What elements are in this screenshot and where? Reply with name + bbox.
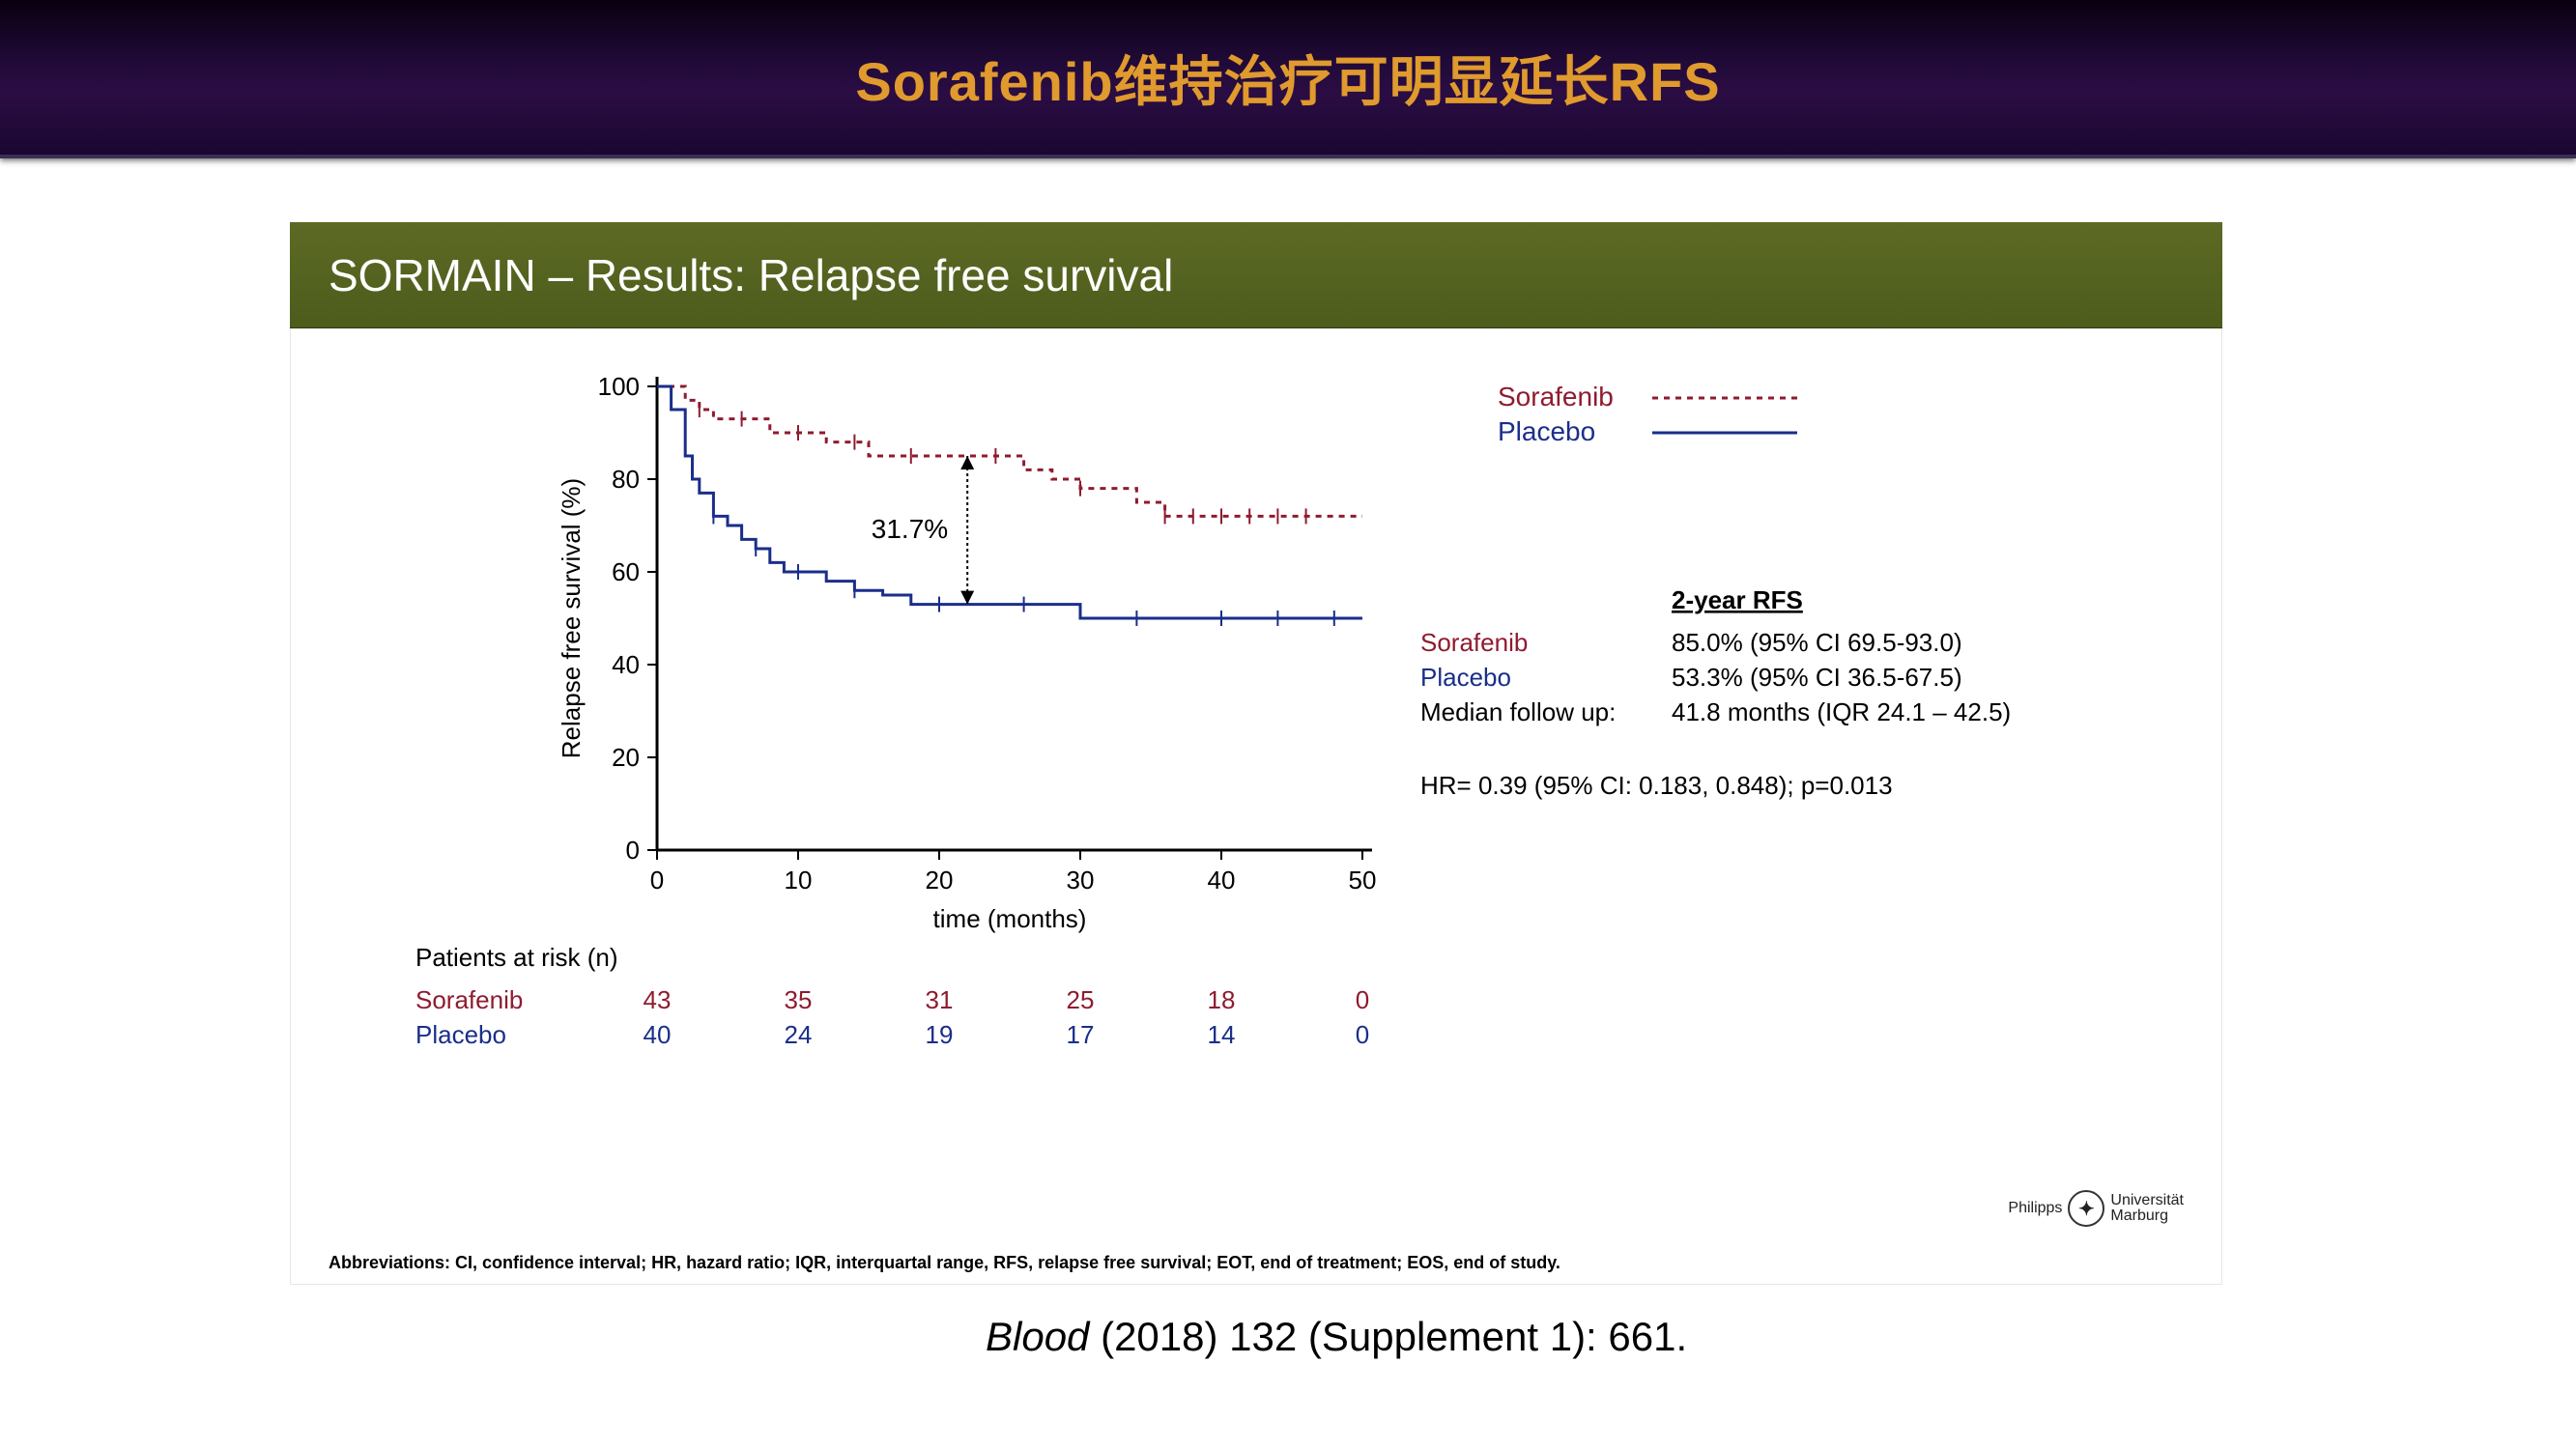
svg-text:20: 20: [926, 866, 954, 895]
svg-text:Median follow up:: Median follow up:: [1420, 697, 1616, 726]
svg-text:Placebo: Placebo: [415, 1020, 506, 1049]
svg-text:Sorafenib: Sorafenib: [1420, 628, 1528, 657]
svg-text:30: 30: [1067, 866, 1095, 895]
university-logo: Philipps ✦ Universität Marburg: [2008, 1190, 2184, 1227]
svg-text:17: 17: [1067, 1020, 1095, 1049]
svg-text:0: 0: [650, 866, 664, 895]
logo-left-text: Philipps: [2008, 1200, 2062, 1217]
svg-text:40: 40: [644, 1020, 672, 1049]
svg-text:40: 40: [612, 650, 640, 679]
km-chart-svg: 0 20 40 60 80 100 0 10 20 30 40 50 time (months) Rela…: [358, 367, 2155, 1275]
logo-right-top: Universität: [2110, 1193, 2184, 1208]
svg-text:24: 24: [785, 1020, 813, 1049]
abbreviations: Abbreviations: CI, confidence interval; …: [329, 1253, 1560, 1273]
svg-text:19: 19: [926, 1020, 954, 1049]
title-bar: Sorafenib维持治疗可明显延长RFS: [0, 0, 2576, 158]
svg-text:2-year RFS: 2-year RFS: [1672, 585, 1803, 614]
svg-text:18: 18: [1208, 985, 1236, 1014]
svg-text:40: 40: [1208, 866, 1236, 895]
svg-text:53.3% (95% CI 36.5-67.5): 53.3% (95% CI 36.5-67.5): [1672, 663, 1962, 692]
citation-rest: (2018) 132 (Supplement 1): 661.: [1089, 1314, 1687, 1359]
slide-title: Sorafenib维持治疗可明显延长RFS: [855, 39, 1720, 117]
svg-text:60: 60: [612, 557, 640, 586]
svg-text:14: 14: [1208, 1020, 1236, 1049]
svg-text:Patients at risk (n): Patients at risk (n): [415, 943, 618, 972]
svg-text:time (months): time (months): [933, 904, 1087, 933]
logo-seal-icon: ✦: [2068, 1190, 2104, 1227]
svg-text:85.0% (95% CI 69.5-93.0): 85.0% (95% CI 69.5-93.0): [1672, 628, 1962, 657]
svg-text:Sorafenib: Sorafenib: [415, 985, 523, 1014]
svg-text:0: 0: [626, 836, 640, 865]
svg-text:31.7%: 31.7%: [872, 514, 948, 544]
svg-text:20: 20: [612, 743, 640, 772]
svg-text:43: 43: [644, 985, 672, 1014]
slide: Sorafenib维持治疗可明显延长RFS SORMAIN – Results:…: [0, 0, 2576, 1449]
svg-text:31: 31: [926, 985, 954, 1014]
svg-text:50: 50: [1349, 866, 1377, 895]
svg-text:80: 80: [612, 465, 640, 494]
svg-text:Sorafenib: Sorafenib: [1498, 382, 1614, 412]
chart: 0 20 40 60 80 100 0 10 20 30 40 50 time (months) Rela…: [358, 367, 2155, 1275]
logo-right-bottom: Marburg: [2110, 1208, 2184, 1224]
svg-text:0: 0: [1356, 985, 1369, 1014]
svg-text:0: 0: [1356, 1020, 1369, 1049]
citation: Blood (2018) 132 (Supplement 1): 661.: [986, 1314, 1687, 1360]
svg-text:HR= 0.39 (95% CI: 0.183, 0.848: HR= 0.39 (95% CI: 0.183, 0.848); p=0.013: [1420, 771, 1893, 800]
citation-journal: Blood: [986, 1314, 1089, 1359]
svg-text:35: 35: [785, 985, 813, 1014]
svg-text:25: 25: [1067, 985, 1095, 1014]
svg-text:Relapse free survival (%): Relapse free survival (%): [557, 478, 586, 758]
panel-header: SORMAIN – Results: Relapse free survival: [290, 222, 2222, 328]
content-panel: SORMAIN – Results: Relapse free survival…: [290, 222, 2222, 1285]
svg-text:Placebo: Placebo: [1420, 663, 1511, 692]
svg-text:41.8 months (IQR 24.1 – 42.5): 41.8 months (IQR 24.1 – 42.5): [1672, 697, 2011, 726]
svg-text:100: 100: [598, 372, 640, 401]
svg-text:10: 10: [785, 866, 813, 895]
svg-text:Placebo: Placebo: [1498, 416, 1595, 446]
